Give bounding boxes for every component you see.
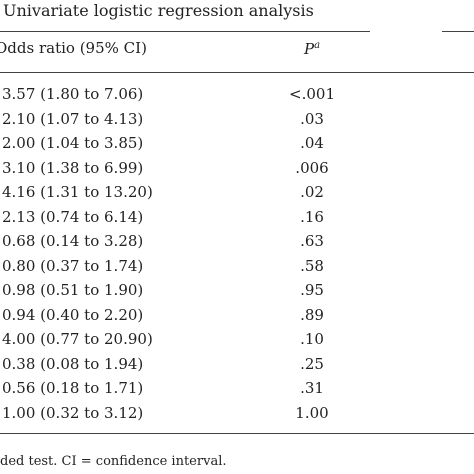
p-value-cell: 1.00 <box>295 403 329 422</box>
p-value-cell: .25 <box>300 354 324 373</box>
p-value-cell: .006 <box>295 158 329 177</box>
odds-ratio-cell: 0.38 (0.08 to 1.94) <box>2 354 144 373</box>
title: Univariate logistic regression analysis <box>3 1 314 20</box>
header-p-note: a <box>314 40 321 51</box>
odds-ratio-cell: 4.00 (0.77 to 20.90) <box>2 330 153 348</box>
p-value-cell: <.001 <box>289 85 335 103</box>
header-p-label: P <box>303 40 315 58</box>
header-p: Pa <box>272 41 352 57</box>
p-value-cell: .16 <box>300 207 324 226</box>
rule <box>0 31 370 32</box>
p-value-cell: .04 <box>300 134 324 152</box>
p-value-cell: .58 <box>300 256 324 275</box>
footnote: ded test. CI = confidence interval. <box>0 454 227 469</box>
p-value-cell: .10 <box>300 330 324 348</box>
odds-ratio-cell: 0.80 (0.37 to 1.74) <box>2 256 144 275</box>
rule <box>0 433 474 434</box>
rule <box>442 31 474 32</box>
odds-ratio-cell: 3.10 (1.38 to 6.99) <box>2 158 144 177</box>
odds-ratio-cell: 2.10 (1.07 to 4.13) <box>2 109 144 128</box>
p-value-cell: .31 <box>300 379 324 397</box>
odds-ratio-cell: 3.57 (1.80 to 7.06) <box>2 85 144 103</box>
odds-ratio-cell: 2.00 (1.04 to 3.85) <box>2 134 144 152</box>
odds-ratio-cell: 0.94 (0.40 to 2.20) <box>2 305 144 324</box>
p-value-cell: .02 <box>300 183 324 201</box>
odds-ratio-cell: 4.16 (1.31 to 13.20) <box>2 183 153 201</box>
odds-ratio-cell: 0.98 (0.51 to 1.90) <box>2 281 144 299</box>
odds-ratio-cell: 1.00 (0.32 to 3.12) <box>2 403 144 422</box>
rule <box>0 72 474 73</box>
p-value-cell: .95 <box>300 281 324 299</box>
p-value-cell: .63 <box>300 232 324 250</box>
odds-ratio-cell: 2.13 (0.74 to 6.14) <box>2 207 144 226</box>
p-value-cell: .89 <box>300 305 324 324</box>
odds-ratio-cell: 0.56 (0.18 to 1.71) <box>2 379 144 397</box>
odds-ratio-cell: 0.68 (0.14 to 3.28) <box>2 232 144 250</box>
header-odds-ratio: Odds ratio (95% CI) <box>0 39 147 57</box>
p-value-cell: .03 <box>300 109 324 128</box>
